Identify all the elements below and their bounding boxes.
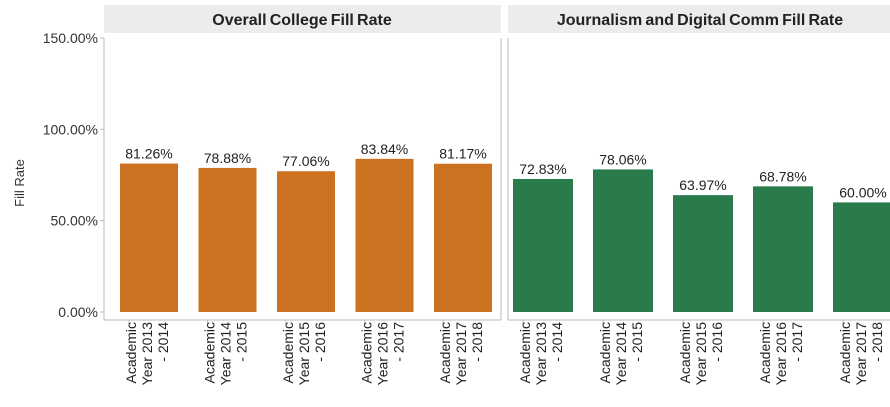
category-label-line: Academic — [123, 322, 139, 383]
category-label: Academic Year 2015- 2016 — [677, 322, 725, 386]
category-label-line: Academic — [280, 322, 296, 383]
bar-value-label: 68.78% — [759, 168, 806, 184]
category-label-line: Academic — [359, 322, 375, 383]
data-labels: 81.26% 78.88% 77.06% 83.84% 81.17% 72.83% 78.0… — [125, 141, 886, 201]
category-label-line: Academic — [517, 322, 533, 383]
bar-value-label: 72.83% — [519, 161, 566, 177]
category-label-line: Year 2015 — [296, 322, 312, 386]
category-label-line: Academic — [202, 322, 218, 383]
bar-value-label: 81.17% — [439, 146, 486, 162]
bar — [753, 186, 813, 312]
panel-frames — [103, 38, 890, 321]
category-label-line: Year 2017 — [853, 322, 869, 386]
category-label-line: - 2015 — [234, 322, 250, 362]
bar — [593, 169, 653, 312]
category-label-line: Year 2014 — [613, 322, 629, 386]
category-label-line: - 2017 — [789, 322, 805, 362]
bars — [120, 158, 890, 312]
y-tick-label: 100.00% — [43, 121, 98, 137]
panel-header-bg — [104, 5, 501, 33]
y-tick-label: 0.00% — [58, 304, 98, 320]
bar — [355, 158, 414, 312]
category-label: Academic Year 2016- 2017 — [757, 322, 805, 386]
category-label-line: Academic — [437, 322, 453, 383]
bar-value-label: 81.26% — [125, 146, 172, 162]
category-label-line: - 2014 — [155, 322, 171, 362]
panel-headers: Overall College Fill Rate Journalism and … — [104, 5, 890, 33]
panel-header-bg — [508, 5, 890, 33]
y-axis-title: Fill Rate — [12, 159, 27, 207]
category-label-line: Year 2013 — [533, 322, 549, 386]
bar-value-label: 78.06% — [599, 151, 646, 167]
category-label: Academic Year 2017- 2018 — [837, 322, 885, 386]
category-label-line: Year 2015 — [693, 322, 709, 386]
category-label: Academic Year 2014- 2015 — [202, 322, 250, 386]
category-label-line: Year 2016 — [773, 322, 789, 386]
bar — [277, 171, 335, 312]
category-label-line: - 2017 — [391, 322, 407, 362]
bar — [833, 202, 890, 312]
y-tick-label: 50.00% — [51, 213, 98, 229]
bar-value-label: 83.84% — [361, 141, 408, 157]
category-label: Academic Year 2014- 2015 — [597, 322, 645, 386]
category-label-line: Academic — [597, 322, 613, 383]
bar — [434, 163, 492, 312]
category-label-line: - 2018 — [469, 322, 485, 362]
category-label-line: Year 2016 — [375, 322, 391, 386]
y-tick-label: 150.00% — [43, 30, 98, 46]
category-label-line: Academic — [837, 322, 853, 383]
category-label: Academic Year 2013- 2014 — [517, 322, 565, 386]
category-label-line: Year 2017 — [453, 322, 469, 386]
bar-value-label: 63.97% — [679, 177, 726, 193]
category-label: Academic Year 2015- 2016 — [280, 322, 328, 386]
bar — [513, 178, 573, 312]
category-label-line: - 2016 — [709, 322, 725, 362]
y-axis: Fill Rate 0.00% 50.00% 100.00% 150.00% — [12, 30, 104, 320]
category-label-line: Academic — [677, 322, 693, 383]
panel-title: Overall College Fill Rate — [212, 12, 392, 29]
bar — [673, 195, 733, 312]
category-label-line: - 2015 — [629, 322, 645, 362]
bar — [198, 167, 257, 312]
category-label: Academic Year 2016- 2017 — [359, 322, 407, 386]
bar-value-label: 77.06% — [282, 153, 329, 169]
category-label-line: Academic — [757, 322, 773, 383]
bar-value-label: 78.88% — [204, 150, 251, 166]
category-label: Academic Year 2017- 2018 — [437, 322, 485, 386]
category-label-line: Year 2013 — [139, 322, 155, 386]
category-label: Academic Year 2013- 2014 — [123, 322, 171, 386]
category-label-line: Year 2014 — [218, 322, 234, 386]
bar — [120, 163, 178, 312]
category-label-line: - 2018 — [869, 322, 885, 362]
category-label-line: - 2014 — [549, 322, 565, 362]
category-labels: Academic Year 2013- 2014 Academic Year 2014… — [123, 320, 885, 385]
category-label-line: - 2016 — [312, 322, 328, 362]
panel-title: Journalism and Digital Comm Fill Rate — [557, 12, 843, 29]
bar-value-label: 60.00% — [839, 184, 886, 200]
